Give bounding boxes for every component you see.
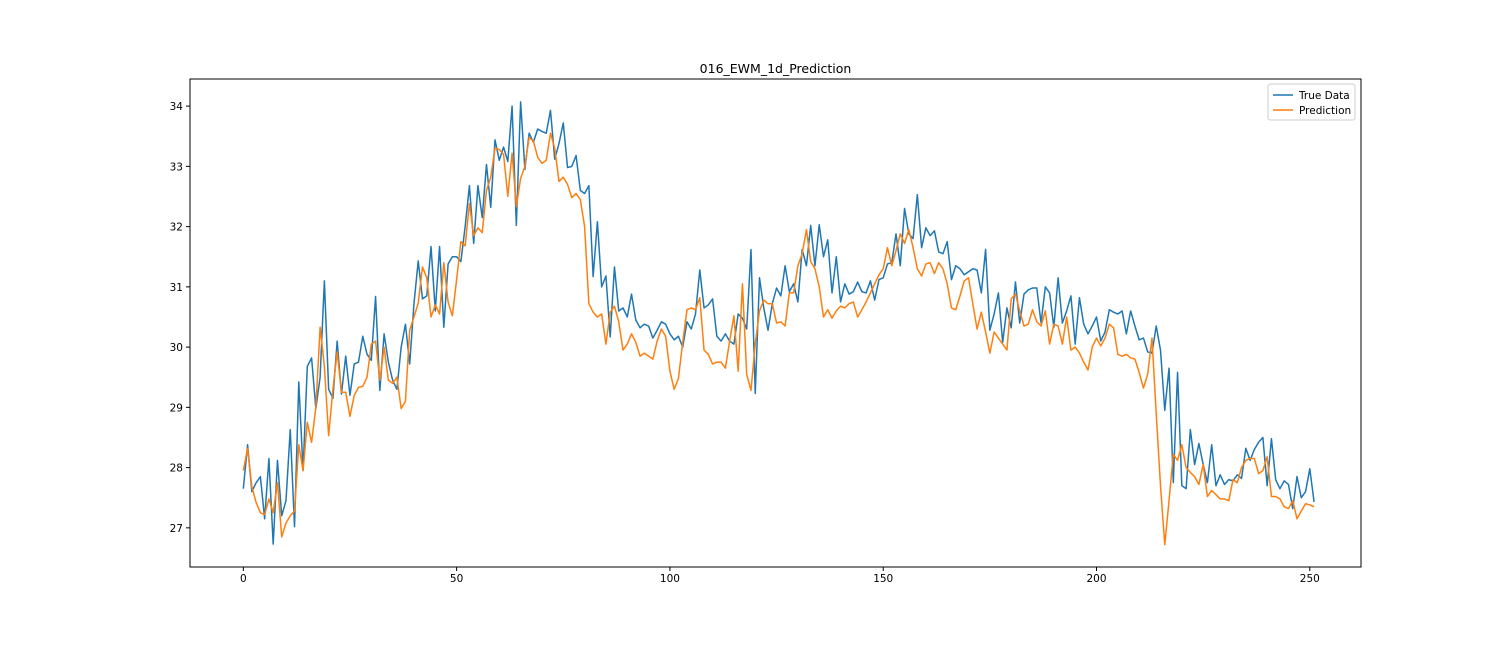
- series-line-prediction: [242, 132, 1315, 546]
- x-tick-label: 0: [240, 573, 247, 585]
- chart-title: 016_EWM_1d_Prediction: [700, 61, 852, 76]
- x-tick-label: 50: [450, 573, 463, 585]
- x-tick-label: 200: [1086, 573, 1106, 585]
- y-tick-label: 28: [170, 463, 183, 475]
- legend: True Data Prediction: [1267, 83, 1356, 121]
- y-axis: 27 28 29 30 31 32 33 34: [170, 101, 190, 535]
- legend-label: True Data: [1298, 90, 1350, 102]
- legend-box: [1267, 83, 1356, 121]
- x-axis: 0 50 100 150 200 250: [240, 567, 1320, 585]
- y-tick-label: 31: [170, 282, 183, 294]
- x-tick-label: 100: [660, 573, 680, 585]
- series-line-true-data: [242, 101, 1315, 545]
- x-tick-label: 150: [873, 573, 893, 585]
- plot-area-frame: [189, 78, 1362, 568]
- y-tick-label: 34: [170, 101, 184, 113]
- y-tick-label: 33: [170, 161, 183, 173]
- legend-label: Prediction: [1299, 105, 1351, 117]
- y-tick-label: 27: [170, 523, 183, 535]
- y-tick-label: 30: [170, 342, 183, 354]
- y-tick-label: 32: [170, 222, 183, 234]
- y-tick-label: 29: [170, 402, 183, 414]
- x-tick-label: 250: [1300, 573, 1320, 585]
- series-layer: [242, 101, 1315, 546]
